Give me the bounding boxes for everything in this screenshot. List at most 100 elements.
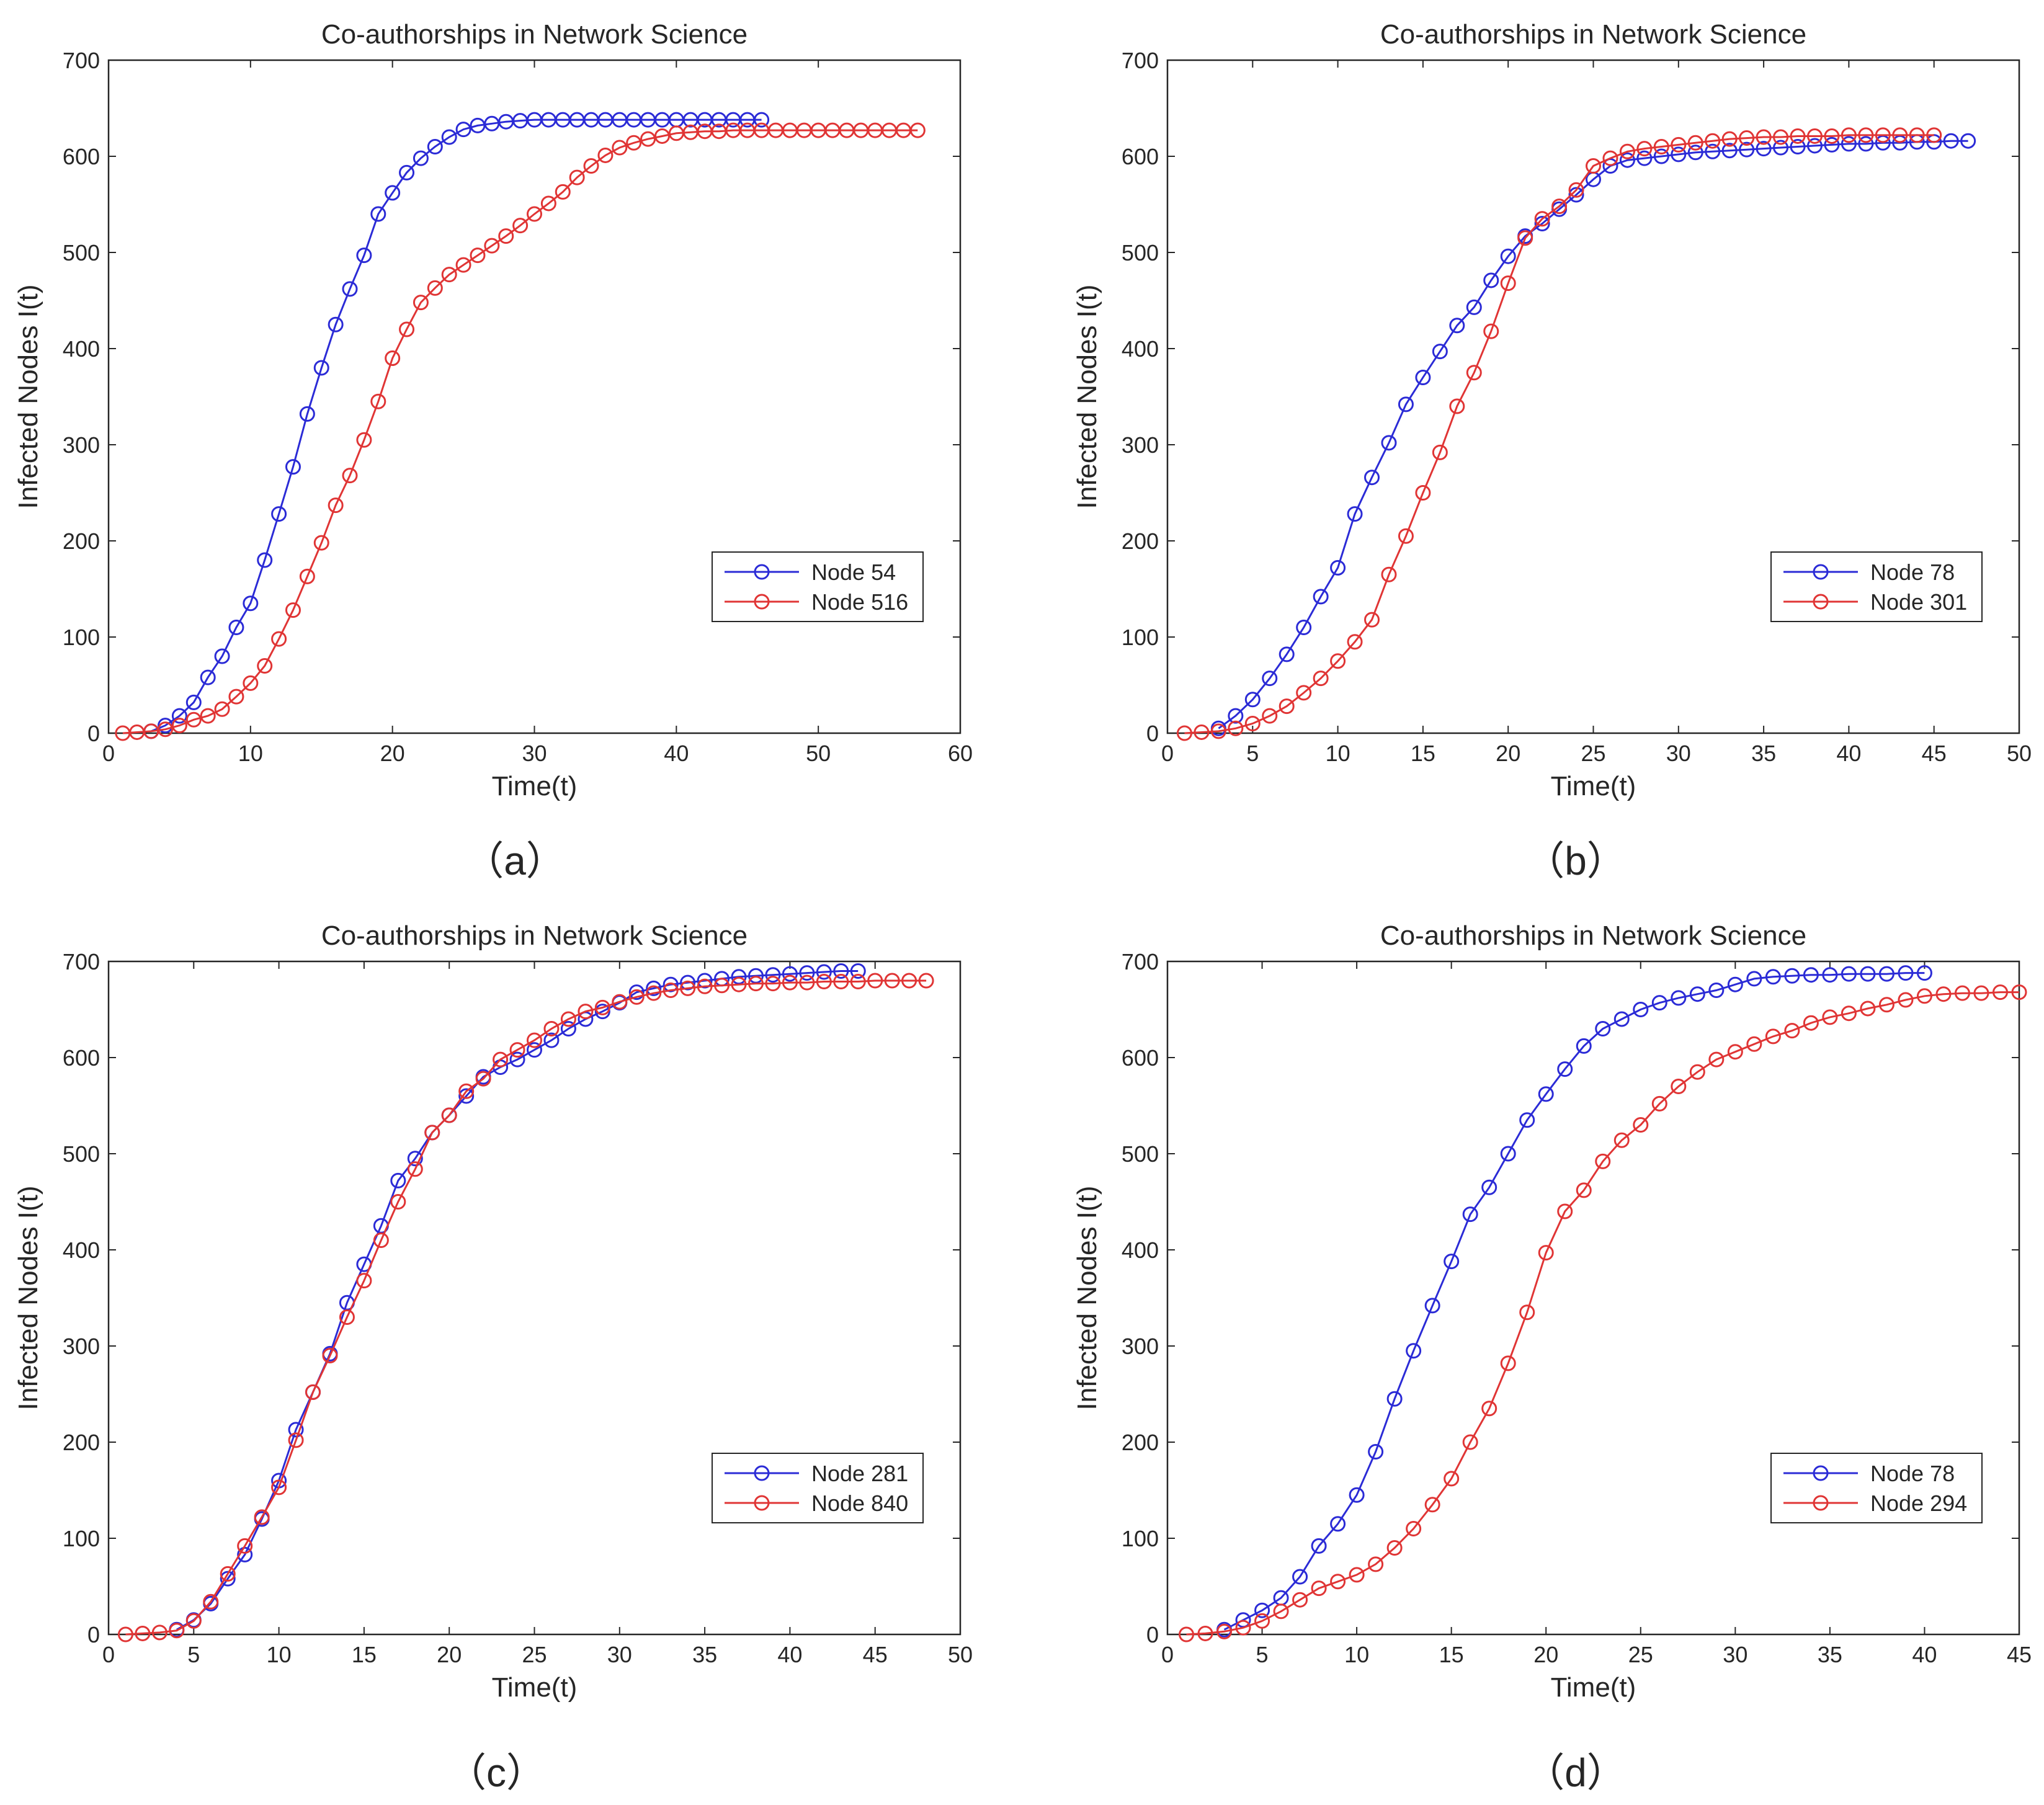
data-point [748, 976, 764, 992]
data-point [237, 1546, 253, 1562]
data-point [441, 1107, 457, 1123]
y-axis-label: Infected Nodes I(t) [1072, 1186, 1102, 1411]
data-point [271, 631, 287, 647]
data-point [1406, 1343, 1422, 1359]
data-point [1858, 136, 1874, 152]
legend-label: Node 301 [1870, 589, 1967, 615]
data-point [1368, 1556, 1384, 1572]
data-point [1386, 1540, 1403, 1556]
y-tick-label: 500 [63, 1141, 100, 1167]
data-point [1841, 127, 1857, 143]
data-point [328, 497, 344, 514]
data-point [1568, 182, 1584, 198]
legend-label: Node 54 [811, 559, 896, 585]
data-point [1466, 299, 1482, 315]
data-point [1613, 1132, 1630, 1148]
data-point [1381, 435, 1397, 451]
data-point [1534, 211, 1550, 227]
data-point [1500, 248, 1516, 264]
data-point [220, 1571, 236, 1587]
data-point [1705, 133, 1721, 149]
data-point [1534, 216, 1550, 231]
data-point [697, 978, 713, 994]
data-point [1557, 1203, 1573, 1219]
data-point [1483, 323, 1499, 339]
x-tick-label: 0 [102, 1642, 115, 1667]
data-point [1330, 1516, 1346, 1532]
series-line [125, 979, 927, 1636]
y-tick-label: 300 [63, 432, 100, 458]
data-point [569, 169, 585, 185]
x-tick-label: 15 [1411, 741, 1435, 766]
data-point [594, 1004, 610, 1020]
data-point [1803, 967, 1819, 983]
x-tick-label: 15 [1439, 1642, 1464, 1667]
data-point [1216, 1623, 1233, 1639]
legend-marker [1813, 564, 1829, 580]
data-point [1449, 398, 1465, 414]
data-point [475, 1071, 491, 1087]
data-point [1279, 698, 1295, 715]
data-point [285, 602, 301, 618]
data-point [1756, 141, 1772, 157]
series-0 [143, 112, 770, 739]
y-tick-label: 100 [1122, 625, 1159, 650]
data-point [612, 994, 628, 1010]
data-point [1462, 1206, 1478, 1223]
data-point [1878, 966, 1894, 982]
data-point [1860, 966, 1876, 982]
data-point [1595, 1153, 1611, 1169]
series-1 [1179, 984, 2027, 1642]
data-point [578, 1004, 594, 1020]
data-point [1960, 133, 1976, 149]
data-point [527, 206, 542, 222]
data-point [1292, 1569, 1308, 1585]
data-point [200, 669, 216, 685]
data-point [1602, 150, 1618, 166]
data-point [1228, 720, 1244, 736]
x-tick-label: 45 [1922, 741, 1947, 766]
data-point [1197, 1625, 1213, 1641]
y-axis-label: Infected Nodes I(t) [1072, 285, 1102, 509]
y-axis-label: Infected Nodes I(t) [13, 285, 43, 509]
data-point [1576, 1182, 1592, 1198]
data-point [1449, 318, 1465, 334]
data-point [1330, 653, 1346, 669]
y-tick-label: 0 [87, 721, 100, 746]
x-tick-label: 50 [2007, 741, 2032, 766]
y-tick-label: 100 [63, 1526, 100, 1551]
data-point [1349, 1487, 1365, 1503]
data-point [237, 1538, 253, 1554]
data-point [1313, 589, 1329, 605]
data-point [328, 316, 344, 332]
x-tick-label: 0 [1161, 741, 1174, 766]
data-point [594, 999, 610, 1015]
x-tick-label: 0 [102, 741, 115, 766]
data-point [1398, 396, 1414, 412]
chart-title: Co-authorships in Network Science [1380, 19, 1806, 50]
data-point [918, 973, 934, 989]
plot-area [107, 960, 962, 1636]
legend: Node 54 Node 516 [712, 551, 924, 622]
x-axis-label: Time(t) [1551, 1672, 1636, 1703]
data-point [185, 711, 202, 728]
data-point [1705, 143, 1721, 159]
data-point [1613, 1011, 1630, 1027]
data-point [543, 1021, 560, 1036]
data-point [1444, 1471, 1460, 1487]
data-point [214, 648, 230, 664]
data-point [1651, 1095, 1667, 1112]
data-point [816, 974, 832, 990]
y-tick-label: 100 [63, 625, 100, 650]
data-point [1773, 140, 1789, 156]
data-point [1557, 1061, 1573, 1077]
data-point [731, 976, 747, 992]
y-tick-label: 600 [63, 1045, 100, 1071]
chart-title: Co-authorships in Network Science [321, 920, 748, 951]
data-point [1538, 1086, 1554, 1102]
data-point [1653, 148, 1669, 164]
data-point [322, 1348, 338, 1363]
data-point [390, 1172, 406, 1188]
x-axis-label: Time(t) [1551, 771, 1636, 801]
data-point [1330, 1574, 1346, 1590]
